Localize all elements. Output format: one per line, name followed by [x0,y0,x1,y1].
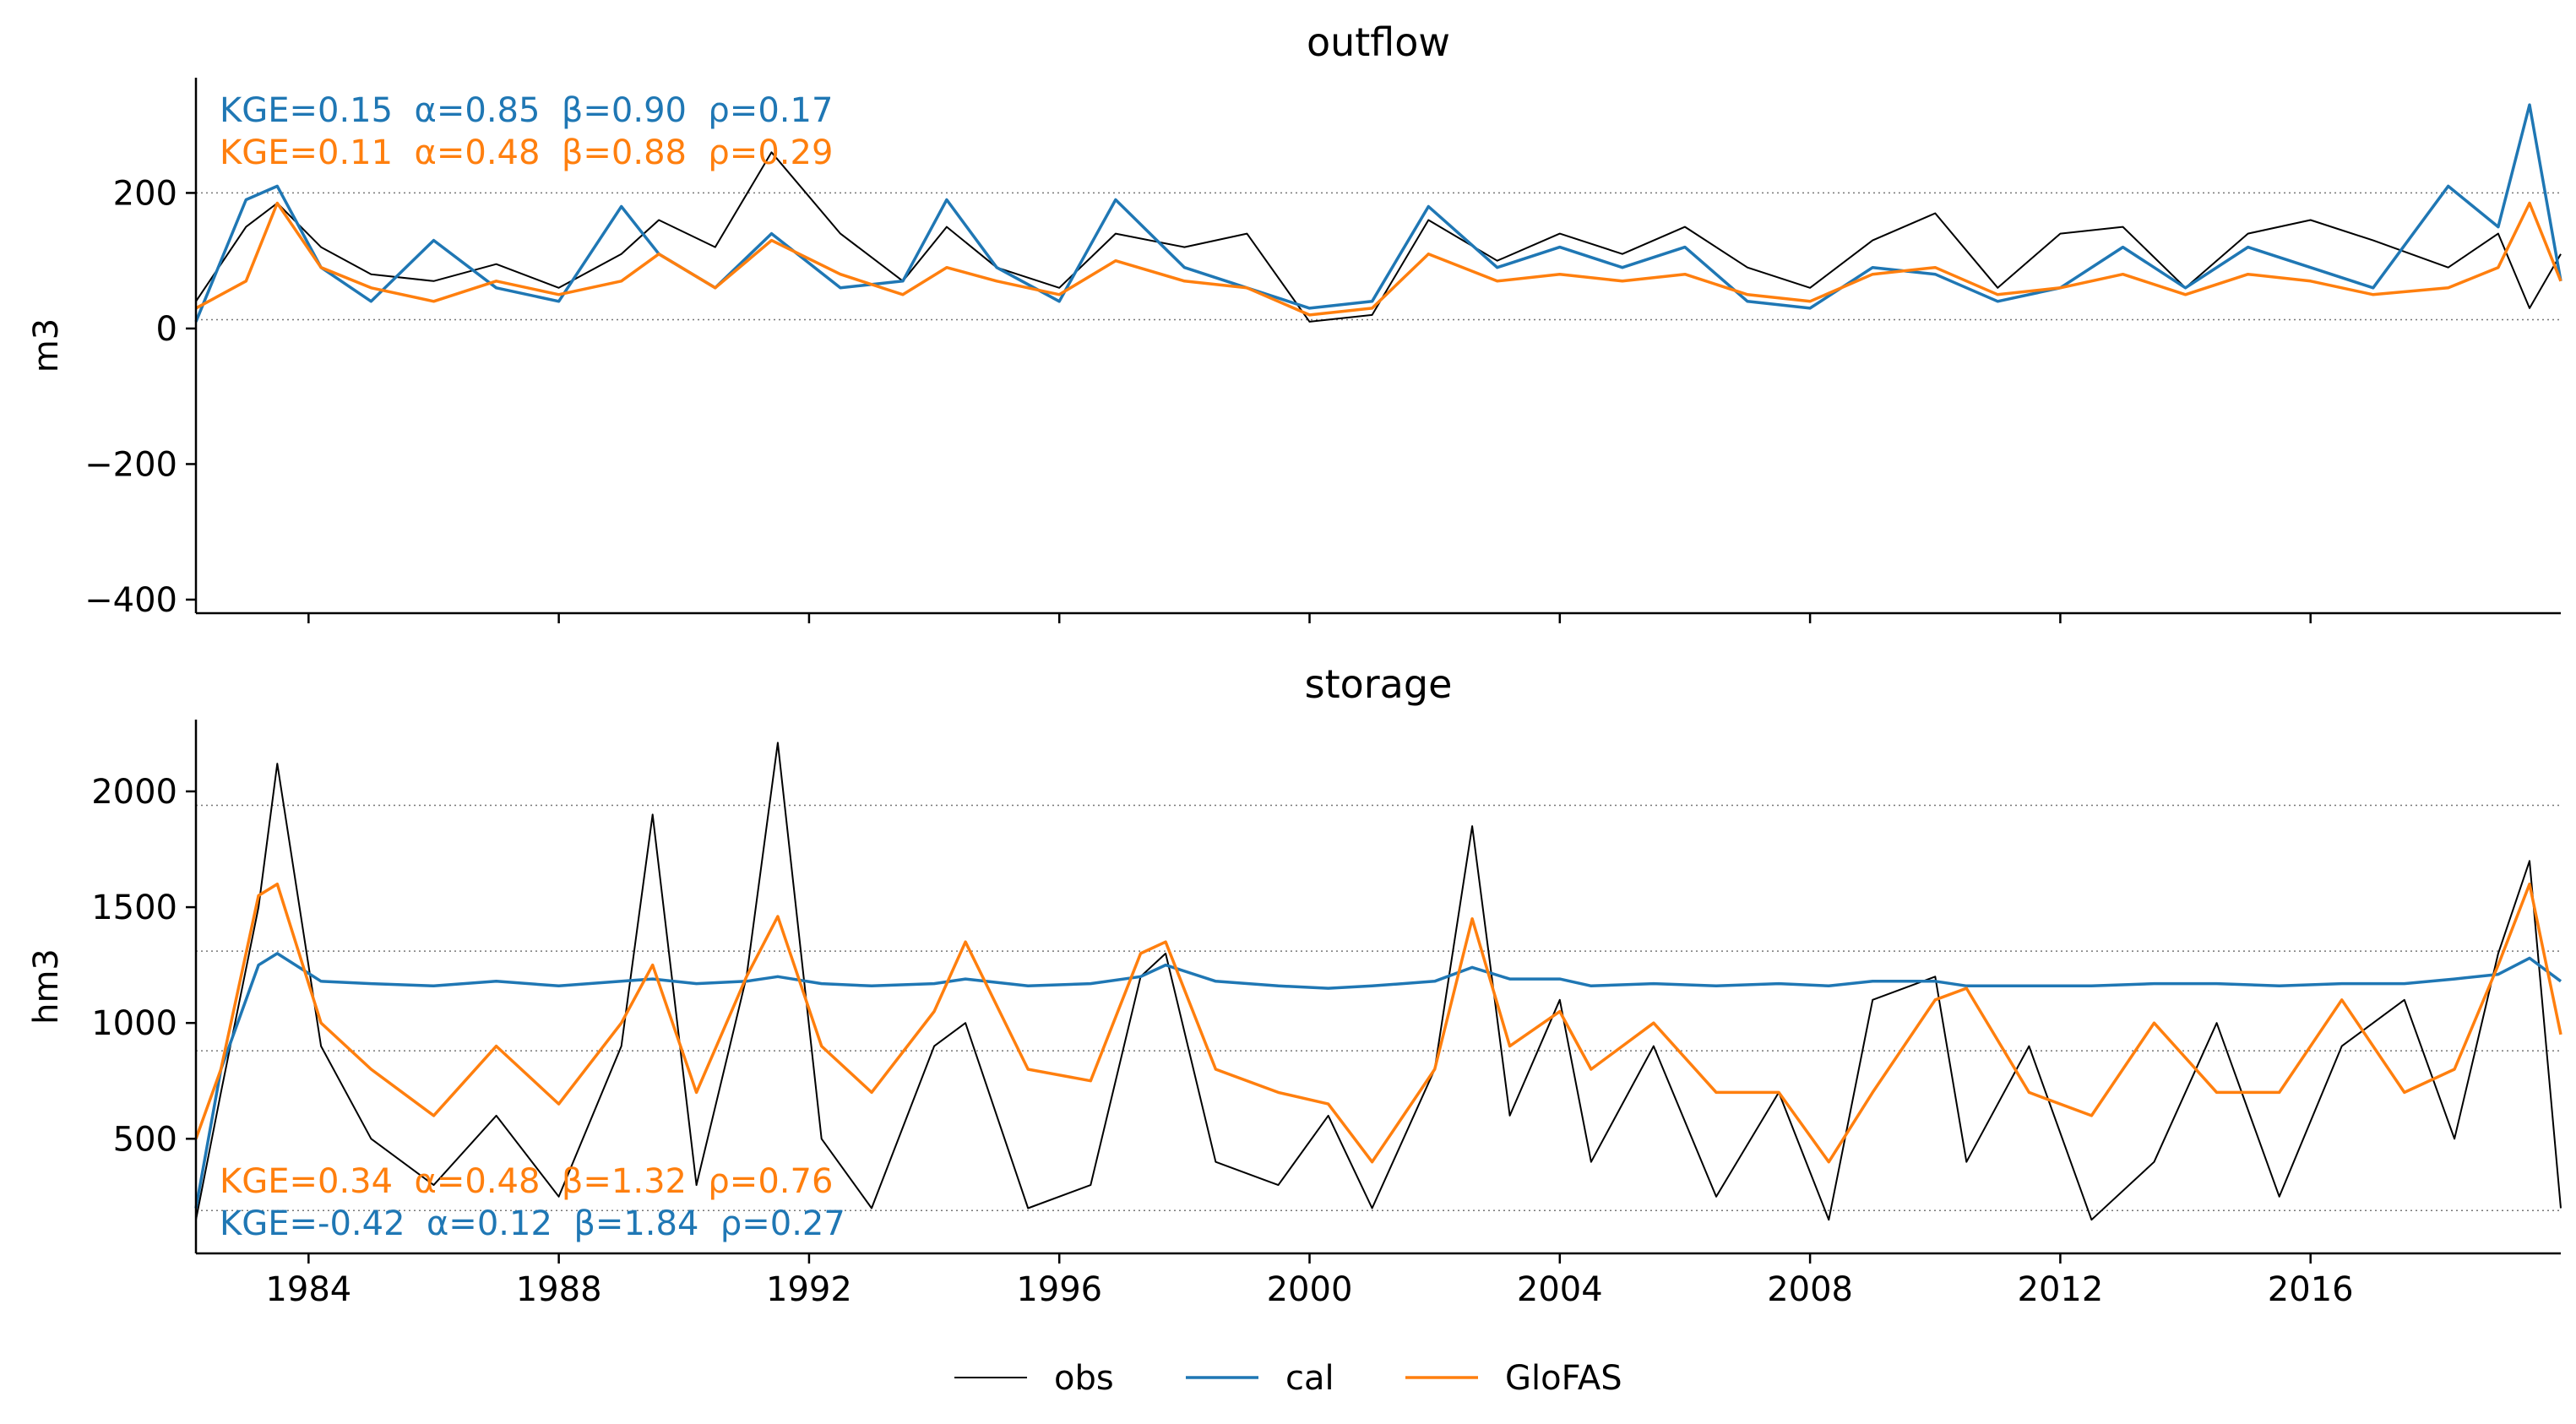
y-tick-label: −400 [84,581,177,620]
y-tick-label: 1500 [91,889,177,927]
y-tick-label: −200 [84,445,177,484]
y-tick-label: 0 [156,310,177,349]
metric-annotation: KGE=0.34 α=0.48 β=1.32 ρ=0.76 [220,1162,833,1201]
legend-label: cal [1285,1359,1334,1398]
metric-annotation: KGE=0.15 α=0.85 β=0.90 ρ=0.17 [220,91,833,130]
x-tick-label: 2008 [1767,1270,1853,1309]
y-tick-label: 1000 [91,1004,177,1043]
series-line-GloFAS [194,882,2562,1164]
legend-label: GloFAS [1505,1359,1622,1398]
y-tick-label: 500 [113,1120,177,1159]
x-tick-label: 2012 [2018,1270,2104,1309]
x-tick-label: 1988 [516,1270,602,1309]
series-line-cal [194,952,2562,1209]
x-tick-label: 2004 [1517,1270,1603,1309]
chart-title: storage [1305,661,1453,707]
chart-title: outflow [1307,19,1450,65]
metric-annotation: KGE=-0.42 α=0.12 β=1.84 ρ=0.27 [220,1204,845,1243]
x-tick-label: 1996 [1016,1270,1102,1309]
series-line-GloFAS [195,201,2562,317]
y-tick-label: 200 [113,174,177,213]
x-tick-label: 2000 [1267,1270,1353,1309]
x-tick-label: 2016 [2268,1270,2354,1309]
series-line-cal [194,103,2562,323]
panel-storage: storage 500 1000 1500 2000 hm3 1984 1988 1992 199… [27,661,2562,1309]
series-line-obs [195,151,2562,323]
x-tick-label: 1992 [766,1270,852,1309]
y-axis-label: hm3 [27,948,66,1025]
y-axis-label: m3 [27,318,66,372]
x-tick-label: 1984 [265,1270,351,1309]
legend: obs cal GloFAS [954,1359,1622,1398]
panel-outflow: outflow −400 −200 0 200 m3 KGE=0.15 α=0.85 β=0… [27,19,2562,623]
series-line-obs [195,742,2562,1221]
metric-annotation: KGE=0.11 α=0.48 β=0.88 ρ=0.29 [220,133,833,172]
y-tick-label: 2000 [91,773,177,812]
legend-label: obs [1054,1359,1114,1398]
